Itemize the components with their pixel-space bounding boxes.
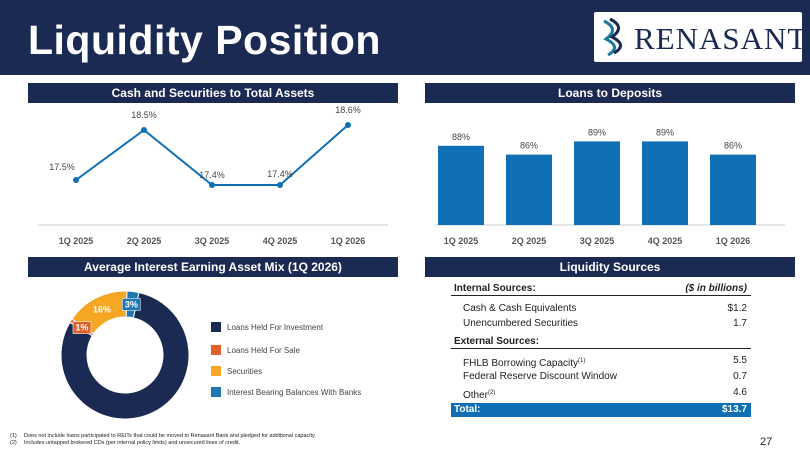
slice-label: 16% bbox=[93, 305, 111, 315]
slice-label-box bbox=[122, 298, 141, 311]
row-label: FHLB Borrowing Capacity(1) bbox=[463, 358, 586, 369]
data-label: 89% bbox=[656, 127, 674, 137]
legend-label: Loans Held For Investment bbox=[227, 323, 324, 332]
bar bbox=[710, 154, 756, 225]
table-row: FHLB Borrowing Capacity(1) 5.5 bbox=[451, 354, 751, 369]
total-value: $13.7 bbox=[721, 404, 747, 415]
page-title: Liquidity Position bbox=[28, 17, 381, 63]
x-tick-label: 1Q 2025 bbox=[444, 236, 479, 246]
row-label: Unencumbered Securities bbox=[463, 318, 579, 329]
bar bbox=[506, 154, 552, 225]
row-label: Cash & Cash Equivalents bbox=[463, 303, 577, 314]
x-tick-label: 4Q 2025 bbox=[263, 236, 298, 246]
total-label: Total: bbox=[454, 404, 481, 415]
internal-sources-label: Internal Sources: bbox=[454, 283, 536, 294]
data-label: 17.5% bbox=[49, 162, 75, 172]
data-label: 18.6% bbox=[335, 105, 361, 115]
data-point bbox=[277, 182, 283, 188]
row-value: 1.7 bbox=[733, 318, 747, 329]
data-label: 86% bbox=[520, 141, 538, 151]
legend-label: Loans Held For Sale bbox=[227, 346, 300, 355]
x-tick-label: 1Q 2025 bbox=[59, 236, 94, 246]
table-row: Unencumbered Securities 1.7 bbox=[451, 317, 751, 331]
legend-swatch bbox=[211, 387, 221, 397]
slice-label: 3% bbox=[125, 299, 138, 309]
unit-label: ($ in billions) bbox=[685, 283, 747, 294]
bar bbox=[438, 145, 484, 225]
loans-panel-title: Loans to Deposits bbox=[425, 83, 795, 103]
liquidity-panel-title: Liquidity Sources bbox=[425, 257, 795, 277]
data-label: 18.5% bbox=[131, 110, 157, 120]
row-label: Other(2) bbox=[463, 390, 496, 401]
legend-swatch bbox=[211, 322, 221, 332]
row-value: 4.6 bbox=[733, 387, 747, 398]
table-row: Other(2) 4.6 bbox=[451, 386, 751, 401]
row-value: 0.7 bbox=[733, 371, 747, 382]
data-point bbox=[141, 127, 147, 133]
bar bbox=[574, 141, 620, 225]
x-tick-label: 4Q 2025 bbox=[648, 236, 683, 246]
footnote: (2) Includes untapped brokered CDs (per i… bbox=[10, 440, 241, 446]
x-tick-label: 1Q 2026 bbox=[331, 236, 366, 246]
slice-label-box bbox=[72, 321, 92, 334]
logo-text: RENASANT bbox=[634, 21, 808, 56]
internal-sources-header: Internal Sources: ($ in billions) bbox=[451, 282, 751, 296]
total-row: Total: $13.7 bbox=[451, 403, 751, 417]
external-sources-header: External Sources: bbox=[451, 335, 751, 349]
footnote: (1) Does not include loans participated t… bbox=[10, 433, 316, 439]
data-label: 17.4% bbox=[199, 170, 225, 180]
renasant-logo-icon bbox=[603, 17, 622, 57]
x-tick-label: 1Q 2026 bbox=[716, 236, 751, 246]
loans-deposits-bar-chart: 88% 1Q 2025 86% 2Q 2025 89% 3Q 2025 89% 4Q 2025… bbox=[435, 127, 785, 246]
data-point bbox=[209, 182, 215, 188]
external-sources-label: External Sources: bbox=[454, 336, 540, 347]
data-label: 17.4% bbox=[267, 169, 293, 179]
legend-label: Interest Bearing Balances With Banks bbox=[227, 388, 362, 397]
x-tick-label: 2Q 2025 bbox=[127, 236, 162, 246]
x-tick-label: 3Q 2025 bbox=[195, 236, 230, 246]
row-label: Federal Reserve Discount Window bbox=[463, 371, 617, 382]
asset-mix-donut-chart: 80% 1% 16% 3% bbox=[60, 290, 190, 425]
x-tick-label: 3Q 2025 bbox=[580, 236, 615, 246]
legend-swatch bbox=[211, 345, 221, 355]
cash-panel-title: Cash and Securities to Total Assets bbox=[28, 83, 398, 103]
bar bbox=[642, 141, 688, 225]
mix-panel-title: Average Interest Earning Asset Mix (1Q 2… bbox=[28, 257, 398, 277]
slice-label: 80% bbox=[156, 416, 174, 425]
table-row: Federal Reserve Discount Window 0.7 bbox=[451, 370, 751, 384]
data-point bbox=[345, 122, 351, 128]
page-number: 27 bbox=[760, 436, 773, 448]
donut-slice bbox=[60, 291, 190, 420]
data-label: 88% bbox=[452, 132, 470, 142]
legend-swatch bbox=[211, 366, 221, 376]
x-tick-label: 2Q 2025 bbox=[512, 236, 547, 246]
slice-label: 1% bbox=[75, 323, 88, 333]
table-row: Cash & Cash Equivalents $1.2 bbox=[451, 302, 751, 316]
renasant-logo: RENASANT bbox=[594, 12, 806, 62]
data-label: 89% bbox=[588, 127, 606, 137]
row-value: $1.2 bbox=[727, 303, 747, 314]
cash-securities-line-chart: 17.5% 1Q 2025 18.5% 2Q 2025 17.4% 3Q 2025 17.4… bbox=[38, 105, 388, 246]
data-point bbox=[73, 177, 79, 183]
legend-label: Securities bbox=[227, 367, 263, 376]
row-value: 5.5 bbox=[733, 355, 747, 366]
data-label: 86% bbox=[724, 141, 742, 151]
